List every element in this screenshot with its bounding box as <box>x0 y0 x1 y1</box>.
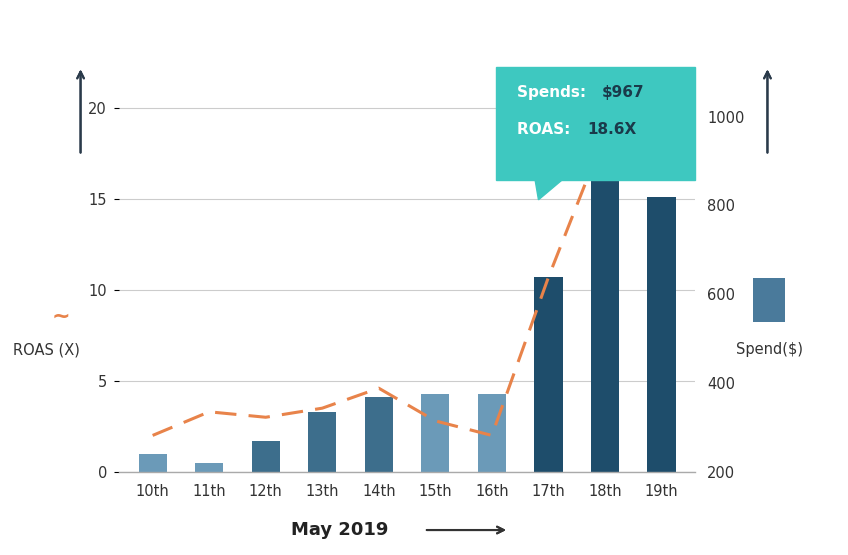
Bar <box>195 463 223 472</box>
Text: ROAS:: ROAS: <box>517 122 576 137</box>
Bar <box>421 393 449 472</box>
Bar <box>647 198 676 472</box>
Text: ~: ~ <box>52 306 70 326</box>
Text: $967: $967 <box>602 84 644 99</box>
Bar <box>591 123 619 472</box>
Bar <box>534 278 562 472</box>
Text: ROAS (X): ROAS (X) <box>14 342 80 357</box>
Text: Spends:: Spends: <box>517 84 592 99</box>
Bar <box>477 393 506 472</box>
Text: Spend($): Spend($) <box>735 342 803 357</box>
Bar <box>138 453 167 472</box>
Bar <box>308 412 337 472</box>
Text: 18.6X: 18.6X <box>588 122 637 137</box>
Bar <box>252 441 280 472</box>
Text: May 2019: May 2019 <box>291 521 388 539</box>
Bar <box>365 397 393 472</box>
